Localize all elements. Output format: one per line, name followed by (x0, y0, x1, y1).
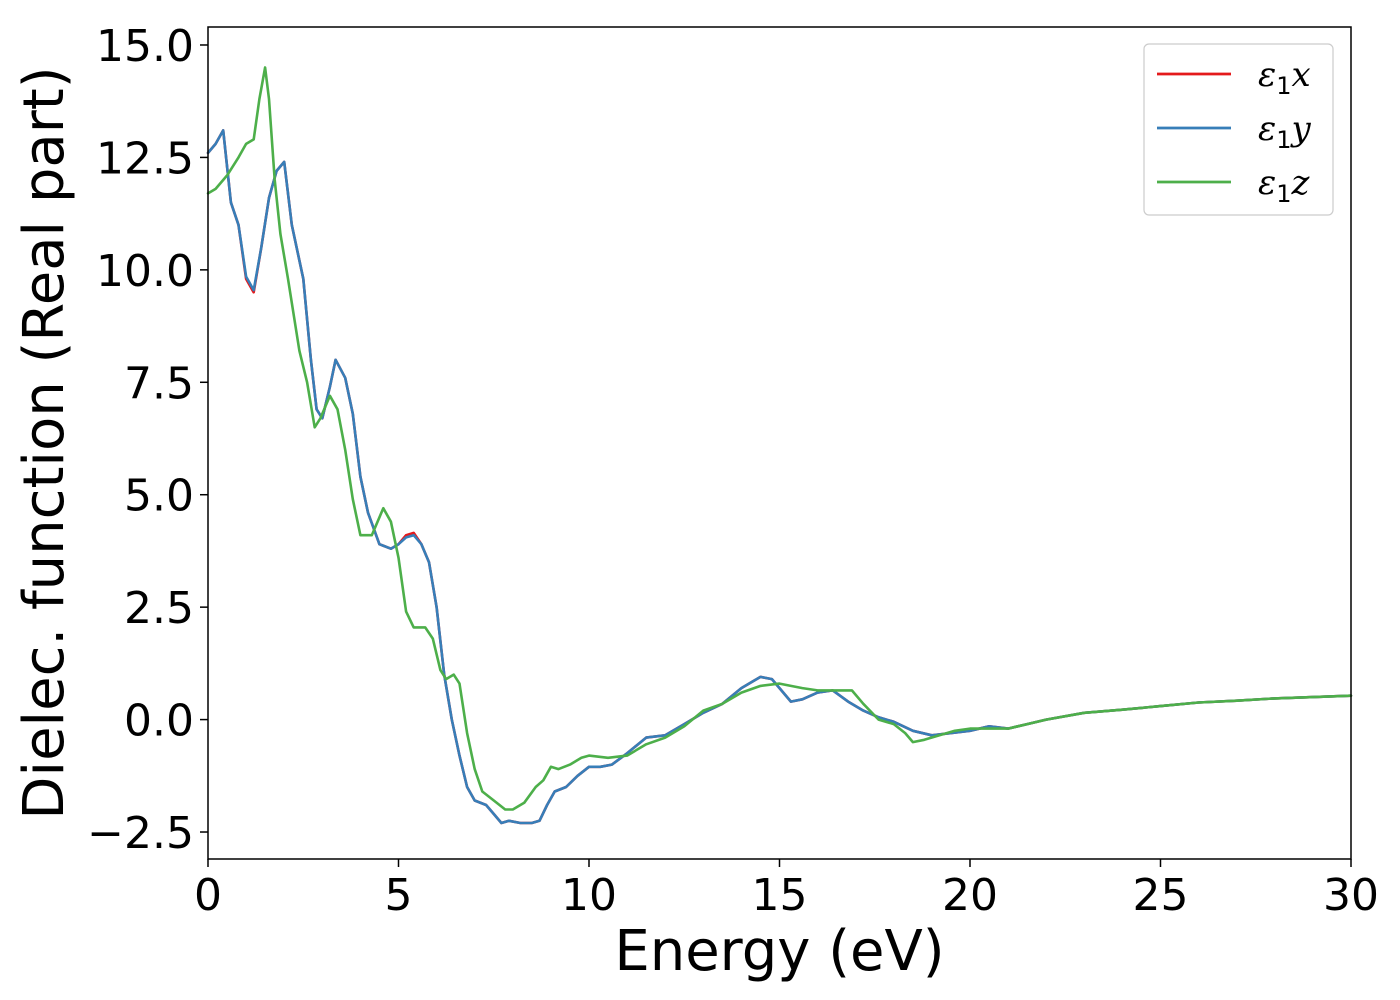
y-axis-title: Dielec. function (Real part) (12, 66, 77, 819)
x-tick-label: 0 (194, 870, 222, 921)
y-tick-label: −2.5 (87, 808, 194, 859)
y-tick-label: 2.5 (124, 583, 194, 634)
legend-subscript: 1 (1276, 126, 1291, 154)
legend-variable: y (1290, 109, 1312, 149)
legend-variable: x (1292, 55, 1311, 95)
x-tick-label: 30 (1323, 870, 1379, 921)
y-tick-label: 12.5 (96, 133, 194, 184)
legend-symbol: ε (1258, 163, 1276, 203)
y-tick-label: 10.0 (96, 246, 194, 297)
legend-label-z: ε1z (1258, 163, 1311, 208)
series-line-x (206, 129, 1353, 825)
legend-variable: z (1291, 163, 1311, 203)
x-tick-label: 10 (561, 870, 617, 921)
legend-label-y: ε1y (1258, 109, 1312, 154)
y-tick-label: 5.0 (124, 471, 194, 522)
y-tick-label: 15.0 (96, 21, 194, 72)
legend-box (1143, 43, 1334, 216)
x-tick-label: 15 (752, 870, 808, 921)
series-layer (206, 66, 1353, 825)
series-line-z (206, 66, 1353, 811)
x-tick-label: 20 (942, 870, 998, 921)
x-tick-label: 25 (1133, 870, 1189, 921)
legend-label-x: ε1x (1258, 55, 1311, 100)
y-tick-label: 7.5 (124, 358, 194, 409)
legend-symbol: ε (1258, 109, 1276, 149)
y-axis-ticks: −2.5 0.0 2.5 5.0 7.5 10.0 12.5 15.0 (87, 21, 208, 859)
x-axis-title: Energy (eV) (614, 919, 944, 984)
legend-symbol: ε (1258, 55, 1276, 95)
legend-subscript: 1 (1276, 72, 1291, 100)
legend-subscript: 1 (1276, 180, 1291, 208)
series-line-y (206, 129, 1353, 825)
x-axis-ticks: 0 5 10 15 20 25 30 (194, 859, 1379, 921)
y-tick-label: 0.0 (124, 696, 194, 747)
x-tick-label: 5 (385, 870, 413, 921)
